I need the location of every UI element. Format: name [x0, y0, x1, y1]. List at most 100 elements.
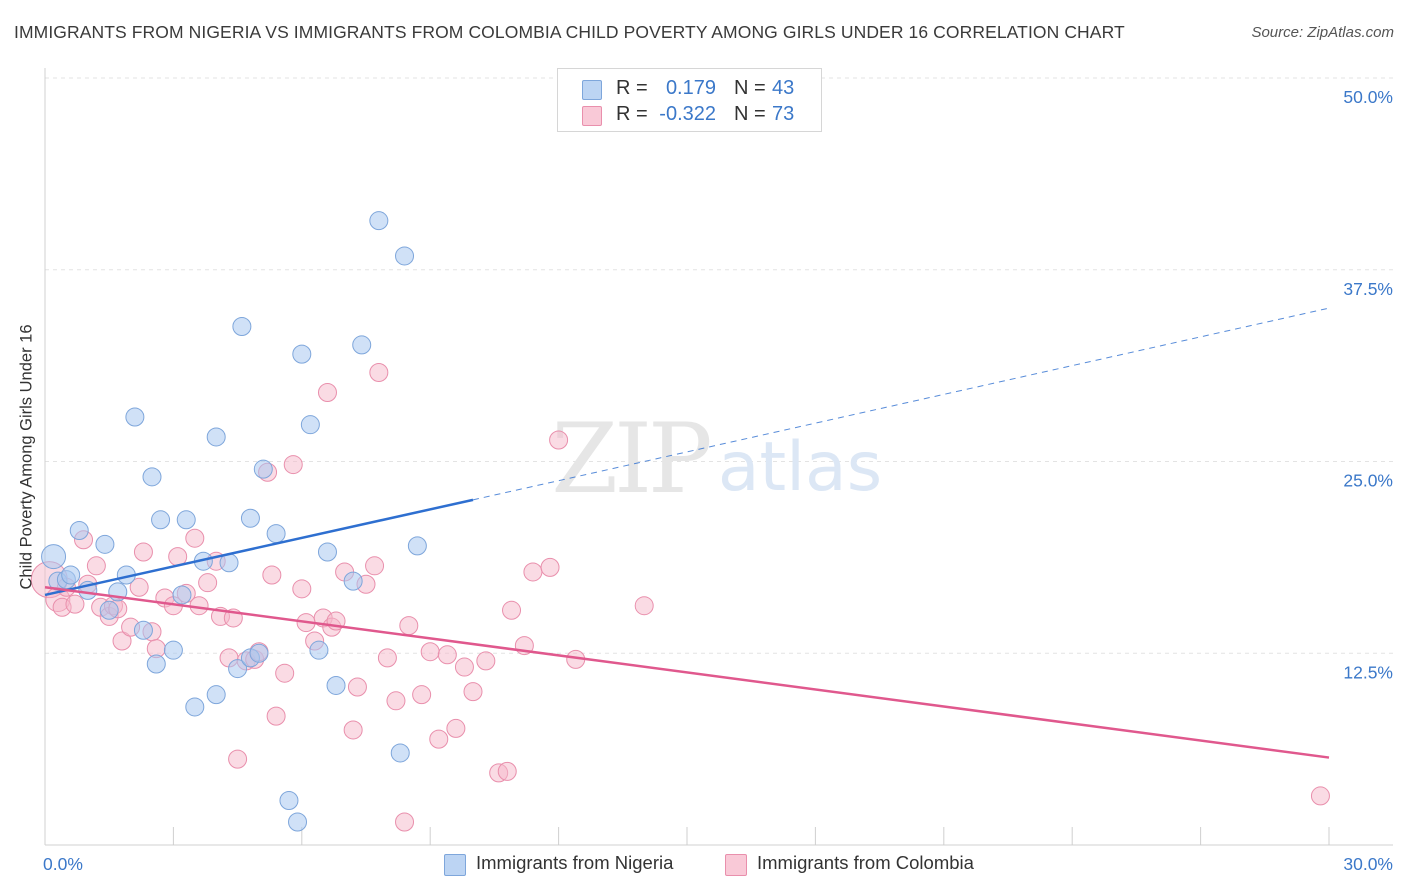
y-tick-label: 50.0% — [1343, 87, 1393, 107]
legend-n-value: 73 — [772, 103, 795, 125]
correlation-legend: R = 0.179 N = 43 R = -0.322 N = 73 — [557, 68, 822, 132]
data-point-nigeria — [95, 534, 115, 554]
data-point-nigeria — [343, 571, 363, 591]
data-point-nigeria — [163, 640, 183, 660]
trend-lines — [44, 307, 1330, 759]
data-point-nigeria — [146, 654, 166, 674]
data-point-nigeria — [41, 544, 67, 570]
data-point-nigeria — [288, 812, 308, 832]
chart-title: IMMIGRANTS FROM NIGERIA VS IMMIGRANTS FR… — [14, 22, 1125, 42]
data-point-colombia — [429, 729, 449, 749]
data-point-nigeria — [232, 317, 252, 337]
data-point-nigeria — [172, 585, 192, 605]
legend-row-colombia: R = -0.322 N = 73 — [558, 101, 821, 129]
data-point-nigeria — [69, 521, 89, 541]
watermark-atlas: atlas — [718, 428, 882, 507]
data-point-colombia — [502, 600, 522, 620]
data-point-colombia — [317, 382, 337, 402]
data-point-colombia — [523, 562, 543, 582]
data-point-nigeria — [151, 510, 171, 530]
data-point-colombia — [463, 682, 483, 702]
data-point-nigeria — [395, 246, 415, 266]
data-point-colombia — [133, 542, 153, 562]
data-point-colombia — [275, 663, 295, 683]
bottom-legend-label-nigeria: Immigrants from Nigeria — [476, 852, 674, 873]
data-point-nigeria — [390, 743, 410, 763]
data-point-colombia — [283, 455, 303, 475]
data-point-colombia — [343, 720, 363, 740]
data-point-nigeria — [133, 620, 153, 640]
data-point-colombia — [228, 749, 248, 769]
data-point-colombia — [540, 557, 560, 577]
bottom-legend-swatch-nigeria — [444, 854, 466, 876]
data-point-colombia — [634, 596, 654, 616]
data-point-nigeria — [125, 407, 145, 427]
data-point-nigeria — [61, 565, 81, 585]
data-point-colombia — [420, 642, 440, 662]
data-point-colombia — [347, 677, 367, 697]
data-point-colombia — [476, 651, 496, 671]
data-point-nigeria — [253, 459, 273, 479]
legend-n-label: N = — [734, 103, 766, 125]
data-point-nigeria — [185, 697, 205, 717]
axes — [44, 68, 1393, 846]
source-label: Source: ZipAtlas.com — [1251, 24, 1394, 41]
data-point-nigeria — [352, 335, 372, 355]
data-point-colombia — [129, 577, 149, 597]
trend-line-nigeria-extension — [472, 307, 1330, 501]
data-point-colombia — [369, 363, 389, 383]
legend-n-value: 43 — [772, 77, 795, 99]
y-tick-label: 37.5% — [1343, 279, 1393, 299]
series-nigeria-points — [41, 211, 427, 832]
legend-r-label: R = — [616, 103, 648, 125]
legend-r-label: R = — [616, 77, 648, 99]
data-point-colombia — [395, 812, 415, 832]
data-point-colombia — [412, 685, 432, 705]
trend-line-nigeria — [44, 498, 474, 597]
data-point-nigeria — [300, 415, 320, 435]
data-point-colombia — [386, 691, 406, 711]
data-point-nigeria — [240, 508, 260, 528]
data-point-colombia — [266, 706, 286, 726]
y-tick-label: 12.5% — [1343, 662, 1393, 682]
data-point-nigeria — [279, 791, 299, 811]
grid-lines — [45, 77, 1393, 654]
data-point-nigeria — [309, 640, 329, 660]
legend-n-label: N = — [734, 77, 766, 99]
data-point-nigeria — [326, 675, 346, 695]
y-tick-label: 25.0% — [1343, 471, 1393, 491]
data-point-colombia — [497, 761, 517, 781]
data-point-colombia — [1310, 786, 1330, 806]
data-point-nigeria — [99, 600, 119, 620]
trend-line-colombia — [44, 586, 1330, 759]
legend-swatch-nigeria — [582, 80, 602, 100]
x-tick-label-min: 0.0% — [43, 854, 83, 874]
legend-swatch-colombia — [582, 106, 602, 126]
data-point-colombia — [112, 631, 132, 651]
bottom-legend-label-colombia: Immigrants from Colombia — [757, 852, 974, 873]
data-point-nigeria — [206, 427, 226, 447]
data-point-colombia — [454, 657, 474, 677]
watermark: ZIP atlas — [551, 403, 882, 515]
data-point-colombia — [292, 579, 312, 599]
bottom-legend-swatch-colombia — [725, 854, 747, 876]
data-point-nigeria — [249, 643, 269, 663]
data-point-colombia — [65, 594, 85, 614]
data-point-nigeria — [266, 524, 286, 544]
data-point-colombia — [377, 648, 397, 668]
x-tick-label-max: 30.0% — [1343, 854, 1393, 874]
data-point-colombia — [365, 556, 385, 576]
tick-labels: 12.5% 25.0% 37.5% 50.0% 0.0% 30.0% — [43, 87, 1393, 874]
watermark-zip: ZIP — [551, 403, 710, 515]
data-point-nigeria — [206, 685, 226, 705]
data-point-colombia — [446, 718, 466, 738]
data-point-colombia — [262, 565, 282, 585]
y-axis-label: Child Poverty Among Girls Under 16 — [17, 324, 36, 590]
legend-row-nigeria: R = 0.179 N = 43 — [558, 75, 821, 103]
data-point-nigeria — [292, 344, 312, 364]
data-point-colombia — [185, 528, 205, 548]
data-point-colombia — [399, 616, 419, 636]
data-point-nigeria — [369, 211, 389, 231]
data-point-colombia — [86, 556, 106, 576]
